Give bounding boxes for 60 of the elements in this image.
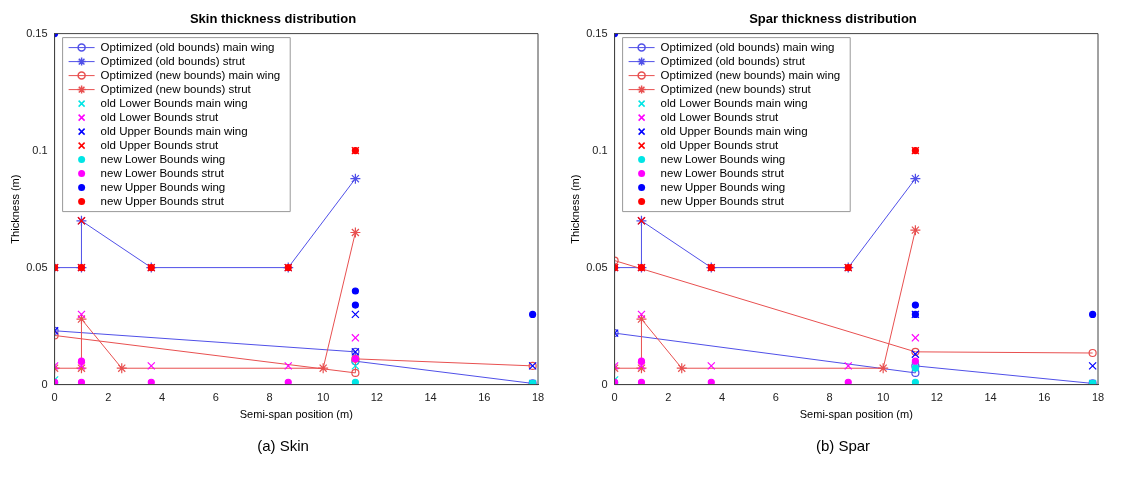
chart-title: Spar thickness distribution	[749, 11, 917, 27]
y-tick-label: 0.05	[26, 260, 48, 273]
chart-title: Skin thickness distribution	[189, 11, 357, 27]
legend-label: new Upper Bounds strut	[100, 194, 225, 207]
x-tick-label: 18	[1091, 391, 1105, 404]
legend-label: new Lower Bounds wing	[660, 152, 786, 165]
legend-label: old Lower Bounds main wing	[660, 96, 808, 109]
legend-label: new Lower Bounds strut	[660, 166, 785, 179]
y-tick-label: 0.15	[26, 26, 48, 39]
x-tick-label: 18	[531, 391, 545, 404]
legend-label: Optimized (old bounds) main wing	[100, 40, 275, 53]
y-tick-label: 0.15	[586, 26, 608, 39]
x-tick-label: 0	[611, 391, 618, 404]
legend-label: new Upper Bounds wing	[660, 180, 786, 193]
x-tick-label: 10	[317, 391, 330, 404]
y-tick-label: 0.1	[32, 143, 48, 156]
y-tick-label: 0	[41, 377, 48, 390]
legend-label: new Lower Bounds wing	[100, 152, 226, 165]
x-tick-label: 2	[665, 391, 672, 404]
legend-label: new Upper Bounds strut	[660, 194, 785, 207]
legend-label: Optimized (new bounds) strut	[100, 82, 252, 95]
legend-label: new Upper Bounds wing	[100, 180, 226, 193]
x-tick-label: 2	[105, 391, 112, 404]
x-tick-label: 4	[718, 391, 726, 404]
y-axis-title: Thickness (m)	[8, 174, 21, 244]
legend-label: Optimized (old bounds) main wing	[660, 40, 835, 53]
legend-label: Optimized (old bounds) strut	[100, 54, 246, 67]
y-tick-label: 0.1	[592, 143, 608, 156]
legend-label: old Upper Bounds main wing	[660, 124, 808, 137]
legend-label: Optimized (new bounds) main wing	[100, 68, 281, 81]
legend-label: Optimized (new bounds) strut	[660, 82, 812, 95]
text: (b) Spar	[814, 437, 872, 454]
text: (a) Skin	[256, 437, 310, 454]
x-tick-label: 0	[51, 391, 58, 404]
legend-label: old Upper Bounds strut	[100, 138, 220, 151]
legend-label: Optimized (old bounds) strut	[660, 54, 806, 67]
x-axis-title: Semi-span position (m)	[239, 408, 353, 421]
legend-label: old Upper Bounds main wing	[100, 124, 248, 137]
x-tick-label: 12	[930, 391, 943, 404]
x-tick-label: 8	[826, 391, 833, 404]
legend-label: Optimized (new bounds) main wing	[660, 68, 841, 81]
x-tick-label: 16	[478, 391, 491, 404]
legend-label: old Lower Bounds main wing	[100, 96, 248, 109]
x-tick-label: 4	[158, 391, 166, 404]
x-tick-label: 16	[1038, 391, 1051, 404]
y-tick-label: 0.05	[586, 260, 608, 273]
x-tick-label: 10	[877, 391, 890, 404]
legend-label: old Upper Bounds strut	[660, 138, 780, 151]
x-tick-label: 12	[370, 391, 383, 404]
legend-label: old Lower Bounds strut	[100, 110, 220, 123]
y-tick-label: 0	[601, 377, 608, 390]
x-tick-label: 14	[424, 391, 437, 404]
x-tick-label: 6	[772, 391, 779, 404]
x-tick-label: 8	[266, 391, 273, 404]
legend-label: old Lower Bounds strut	[660, 110, 780, 123]
y-axis-title: Thickness (m)	[568, 174, 581, 244]
x-tick-label: 6	[212, 391, 219, 404]
x-axis-title: Semi-span position (m)	[799, 408, 913, 421]
x-tick-label: 14	[984, 391, 997, 404]
legend-label: new Lower Bounds strut	[100, 166, 225, 179]
